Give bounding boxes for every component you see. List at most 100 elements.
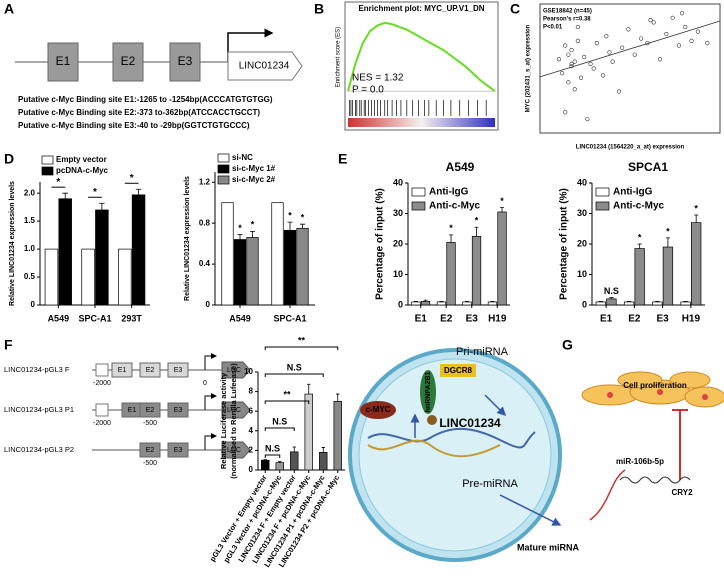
bracket [264,400,310,404]
bar [691,222,702,306]
bar [246,237,259,306]
error-bar [439,300,444,302]
binding-site: Putative c-Myc Binding site E3:-40 to -2… [18,121,250,130]
point [591,66,596,71]
y-tick-label: 0.5 [24,272,36,281]
significance: * [130,173,134,184]
x-tick-label: SPC-A1 [273,313,306,323]
y-axis-label: Enrichment score (ES) [336,27,342,87]
annotation: NES = 1.32 [352,73,404,84]
dna [367,439,501,458]
legend-label: Anti-IgG [429,187,469,198]
y-tick-label: 10 [244,367,253,376]
significance: * [301,213,305,223]
diagram-label: DGCR8 [444,366,473,375]
y-tick-label: 10 [393,269,403,279]
legend-label: Empty vector [56,155,107,164]
position-mark: -500 [143,460,157,467]
tss-arrow [204,393,217,410]
error-bar [278,461,282,463]
error-bar [626,300,632,302]
legend-label: Anti-c-Myc [429,201,481,212]
reporter [221,361,251,379]
legend-swatch [411,201,426,211]
error-bar [321,447,325,453]
error-bar [598,300,603,302]
y-tick-label: 0 [249,465,254,474]
exon-label: E3 [174,367,183,374]
error-bar [250,230,255,238]
x-tick-label: E3 [657,314,670,325]
significance: ** [283,389,291,399]
error-bar [694,214,699,223]
annotation: P<0.01 [543,25,563,31]
y-tick-label: 40 [393,177,403,187]
point [569,61,574,66]
bar [436,301,447,306]
diagram-label: LINC01234 [439,416,501,430]
panel-label: B [314,1,324,17]
position-mark: 0 [203,380,207,387]
point [626,27,631,32]
y-axis-label: Relative Luciferase activity [219,372,228,469]
panel-label: F [4,337,13,353]
position-mark: -2000 [93,420,111,427]
y-tick-label: 1.5 [24,216,36,225]
point [556,57,562,62]
error-bar [474,226,479,237]
point [582,54,587,60]
protein [440,364,476,377]
reporter [221,401,251,419]
x-tick-label: A549 [48,313,70,323]
y-tick-label: 20 [577,238,587,248]
bar [333,401,342,471]
exon-label: E1 [118,367,127,374]
legend-label: Anti-c-Myc [613,201,665,212]
chart-title: Enrichment plot: MYC_UP.V1_DN [358,4,484,13]
arrow [484,394,507,417]
bracket [264,373,324,377]
exon [169,42,201,82]
point [705,41,710,46]
significance: * [694,203,698,213]
y-tick-label: 1.0 [24,244,36,253]
diagram-label: Mature miRNA [517,542,580,552]
significance: N.S [604,286,619,296]
rank-gradient [348,118,495,127]
error-bar [665,237,671,248]
bar [623,301,635,306]
y-axis-label: MYC (202431_s_at) expression [526,24,532,112]
error-bar [307,383,311,395]
y-tick-label: 2.0 [24,188,36,197]
gene-box [227,51,303,81]
bar [595,301,606,306]
legend-swatch [411,187,426,197]
plot-frame [344,1,499,131]
bar [487,301,498,306]
panel-label: D [4,151,14,167]
exon-label: E2 [146,447,155,454]
point [563,43,568,48]
legend-label: pcDNA-c-Myc [56,166,109,175]
significance: * [93,187,97,198]
x-tick-label: E2 [440,314,453,325]
error-bar [490,300,495,302]
error-bar [500,207,504,212]
point [607,50,612,55]
point [560,71,565,76]
inhibit [672,409,688,480]
bar [283,229,297,306]
diagram-label: c-MYC [366,405,391,414]
legend-swatch [217,164,230,174]
x-tick-label: H19 [682,314,701,325]
bar [680,301,691,306]
error-bar [300,223,305,229]
error-bar [414,300,418,302]
plot-frame [539,3,721,134]
significance: * [638,232,642,242]
bar [296,227,309,306]
exon [47,42,79,82]
error-bar [237,234,243,240]
y-tick-label: 0 [31,300,36,309]
x-tick-label: E1 [600,314,613,325]
